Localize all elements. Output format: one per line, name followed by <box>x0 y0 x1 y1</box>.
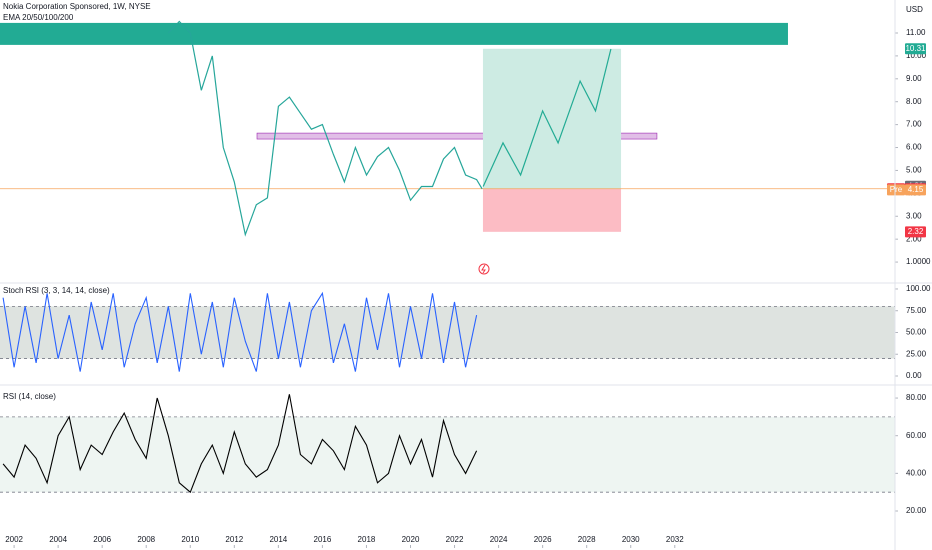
y-tick-label: 6.00 <box>906 143 922 152</box>
indicator-label: EMA 20/50/100/200 <box>3 13 74 22</box>
x-tick-label: 2032 <box>666 535 684 544</box>
event-icon[interactable] <box>478 263 490 275</box>
price-badge-label: 10.31 <box>905 44 926 53</box>
y-tick-label: 1.0000 <box>906 257 931 266</box>
price-badge <box>905 43 926 55</box>
axes: 1.00002.003.004.005.006.007.008.009.0010… <box>5 28 931 548</box>
x-tick-label: 2002 <box>5 535 23 544</box>
price-badge-tag <box>887 184 905 196</box>
x-tick-label: 2004 <box>49 535 67 544</box>
y-tick-label: 2.00 <box>906 234 922 243</box>
price-pane <box>0 20 895 237</box>
projection-line <box>482 48 612 187</box>
y-tick-label: 7.00 <box>906 120 922 129</box>
zone <box>482 188 622 232</box>
rsi-pane <box>0 394 895 494</box>
chart-title: Nokia Corporation Sponsored, 1W, NYSE <box>3 2 151 11</box>
event-icon-bolt <box>481 264 486 274</box>
oscillator-line <box>2 394 478 494</box>
y-tick-label: 3.00 <box>906 211 922 220</box>
band <box>0 416 895 493</box>
y-tick-label: 50.00 <box>906 328 927 337</box>
oscillator-line <box>2 291 478 372</box>
zone <box>256 132 658 140</box>
pane-title: Stoch RSI (3, 3, 14, 14, close) <box>3 286 110 295</box>
y-tick-label: 9.00 <box>906 74 922 83</box>
y-tick-label: 25.00 <box>906 349 927 358</box>
y-tick-label: 11.00 <box>906 28 926 37</box>
x-tick-label: 2022 <box>446 535 464 544</box>
x-tick-label: 2006 <box>93 535 111 544</box>
y-tick-label: 5.00 <box>906 166 922 175</box>
currency-label: USD <box>906 5 923 14</box>
x-tick-label: 2008 <box>137 535 155 544</box>
y-tick-label: 10.00 <box>906 51 927 60</box>
x-tick-label: 2020 <box>402 535 420 544</box>
x-tick-label: 2016 <box>314 535 332 544</box>
pane-title: RSI (14, close) <box>3 392 56 401</box>
price-badge-tag-label: Pre <box>890 185 903 194</box>
x-tick-label: 2024 <box>490 535 508 544</box>
price-badge-label: 4.15 <box>908 185 924 194</box>
x-tick-label: 2026 <box>534 535 552 544</box>
zone <box>0 22 788 45</box>
zone <box>482 48 622 189</box>
price-badge <box>905 226 926 238</box>
y-tick-label: 60.00 <box>906 431 927 440</box>
stoch-pane <box>0 291 895 372</box>
price-badge <box>905 184 926 196</box>
y-tick-label: 75.00 <box>906 306 927 315</box>
price-badge-label: 2.32 <box>908 227 924 236</box>
y-tick-label: 100.00 <box>906 284 931 293</box>
price-line <box>167 20 483 237</box>
x-tick-label: 2012 <box>225 535 243 544</box>
y-tick-label: 0.00 <box>906 371 922 380</box>
x-tick-label: 2030 <box>622 535 640 544</box>
y-tick-label: 20.00 <box>906 506 927 515</box>
y-tick-label: 40.00 <box>906 468 927 477</box>
x-tick-label: 2010 <box>181 535 199 544</box>
y-tick-label: 8.00 <box>906 97 922 106</box>
band <box>0 306 895 359</box>
x-tick-label: 2014 <box>269 535 287 544</box>
x-tick-label: 2028 <box>578 535 596 544</box>
y-tick-label: 80.00 <box>906 393 927 402</box>
x-tick-label: 2018 <box>358 535 376 544</box>
